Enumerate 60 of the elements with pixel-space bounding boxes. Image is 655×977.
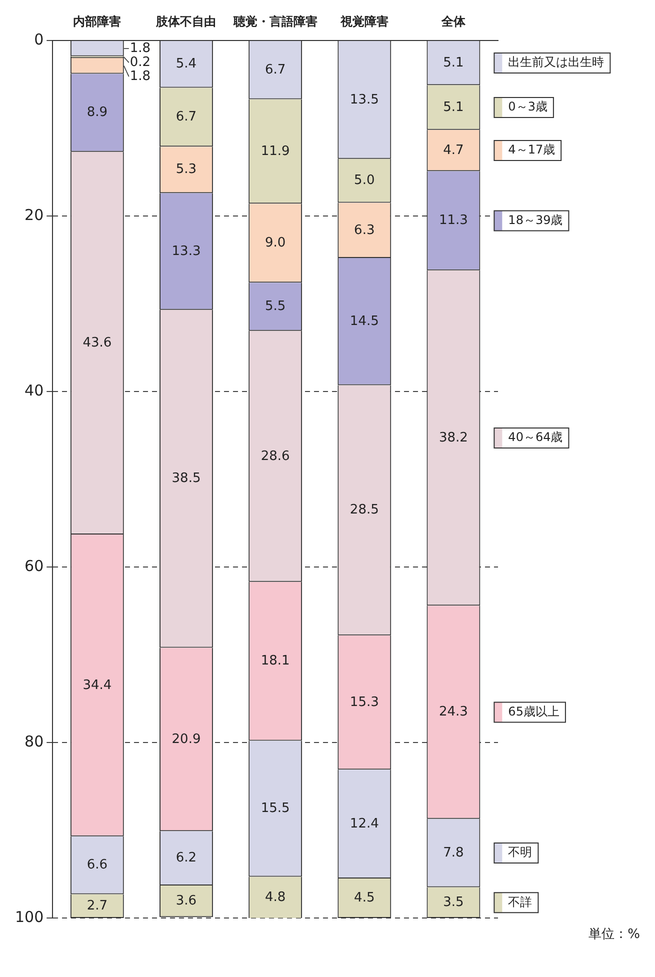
data-label: 6.7 xyxy=(264,62,286,78)
legend-label: 不詳 xyxy=(508,894,532,909)
data-label: 6.2 xyxy=(176,850,197,866)
data-label: 6.3 xyxy=(354,222,375,238)
y-tick-label: 20 xyxy=(24,206,44,224)
data-label: 28.5 xyxy=(350,502,379,518)
data-label: 3.5 xyxy=(443,895,464,910)
data-label: 6.7 xyxy=(176,110,197,125)
data-label: 34.4 xyxy=(82,678,112,693)
data-label: 12.4 xyxy=(350,816,379,832)
legend-label: 0～3歳 xyxy=(508,100,548,114)
data-label: 9.0 xyxy=(264,236,286,250)
data-label: 14.5 xyxy=(350,314,379,330)
data-label: 1.8 xyxy=(130,40,151,56)
data-label: 3.6 xyxy=(176,894,197,909)
legend-label: 4～17歳 xyxy=(508,142,556,157)
data-label: 5.1 xyxy=(443,100,464,115)
data-label: 43.6 xyxy=(82,336,112,351)
y-tick-label: 40 xyxy=(24,381,44,400)
legend-label: 65歳以上 xyxy=(508,704,560,718)
x-tick-label: 視覚障害 xyxy=(339,14,388,28)
data-label: 7.8 xyxy=(443,845,464,860)
data-label: 2.7 xyxy=(86,898,108,914)
data-label: 13.3 xyxy=(172,244,201,259)
data-label: 11.3 xyxy=(438,213,468,228)
data-label: 20.9 xyxy=(172,732,201,747)
data-label: 15.5 xyxy=(260,801,290,816)
data-label: 4.8 xyxy=(264,890,286,906)
data-label: 5.0 xyxy=(354,173,375,188)
data-label: 5.5 xyxy=(264,299,286,314)
data-label: 8.9 xyxy=(86,105,108,120)
y-tick-label: 80 xyxy=(24,732,44,750)
data-label: 4.7 xyxy=(443,142,464,158)
y-tick-label: 60 xyxy=(24,556,44,575)
data-label: 38.2 xyxy=(438,430,468,446)
text: 単位：% xyxy=(588,926,640,942)
x-tick-label: 肢体不自由 xyxy=(155,14,216,28)
data-label: 0.2 xyxy=(130,54,151,70)
data-label: 11.9 xyxy=(260,144,290,159)
x-tick-label: 全体 xyxy=(440,14,466,28)
x-tick-label: 内部障害 xyxy=(73,14,122,28)
data-label: 6.6 xyxy=(86,858,108,873)
data-label: 15.3 xyxy=(350,694,379,710)
data-label: 5.3 xyxy=(176,162,197,178)
legend-label: 40～64歳 xyxy=(508,430,563,444)
legend-label: 不明 xyxy=(508,845,532,860)
data-label: 5.4 xyxy=(176,56,197,72)
data-label: 13.5 xyxy=(350,92,379,108)
data-label: 28.6 xyxy=(260,448,290,464)
legend-label: 出生前又は出生時 xyxy=(508,55,604,70)
x-tick-label: 聴覚・言語障害 xyxy=(232,14,318,28)
data-label: 38.5 xyxy=(172,471,201,486)
data-label: 4.5 xyxy=(354,890,375,906)
data-label: 5.1 xyxy=(443,55,464,70)
data-label: 24.3 xyxy=(438,704,468,720)
legend-label: 18～39歳 xyxy=(508,212,563,227)
data-label: 18.1 xyxy=(260,654,290,669)
y-tick-label: 0 xyxy=(34,30,44,48)
y-tick-label: 100 xyxy=(14,908,44,926)
data-label: 1.8 xyxy=(130,68,151,84)
